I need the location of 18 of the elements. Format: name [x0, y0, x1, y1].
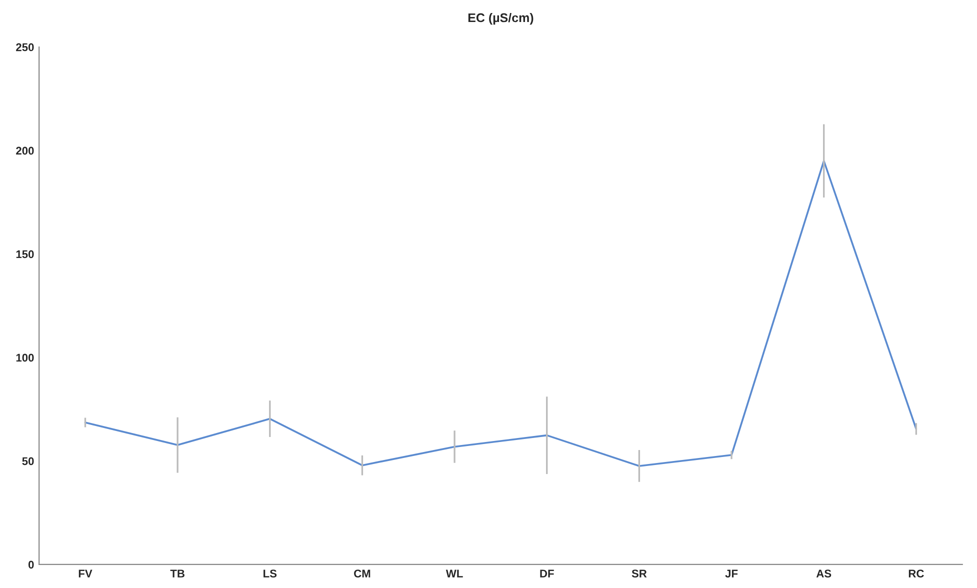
x-tick-label: RC — [908, 570, 924, 578]
y-tick-label: 250 — [16, 43, 34, 52]
y-tick-label: 150 — [16, 250, 34, 258]
y-tick-label: 0 — [28, 560, 34, 569]
x-tick-label: SR — [632, 570, 647, 578]
x-tick-label: JF — [725, 570, 738, 578]
x-tick-label: CM — [354, 570, 370, 578]
x-tick-label: TB — [170, 570, 184, 578]
line-series — [84, 160, 918, 467]
x-tick-label: AS — [816, 570, 832, 578]
y-tick-label: 200 — [16, 146, 34, 155]
y-tick-label: 50 — [22, 457, 34, 466]
y-tick-label: 100 — [16, 354, 34, 362]
x-tick-label: WL — [446, 570, 463, 578]
chart-title: EC (µS/cm) — [468, 12, 534, 25]
x-tick-label: LS — [264, 570, 277, 578]
x-tick-label: FV — [78, 570, 92, 578]
x-tick-label: DF — [540, 570, 554, 578]
